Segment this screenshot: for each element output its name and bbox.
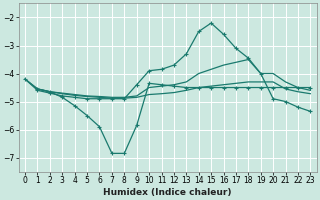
X-axis label: Humidex (Indice chaleur): Humidex (Indice chaleur) [103,188,232,197]
